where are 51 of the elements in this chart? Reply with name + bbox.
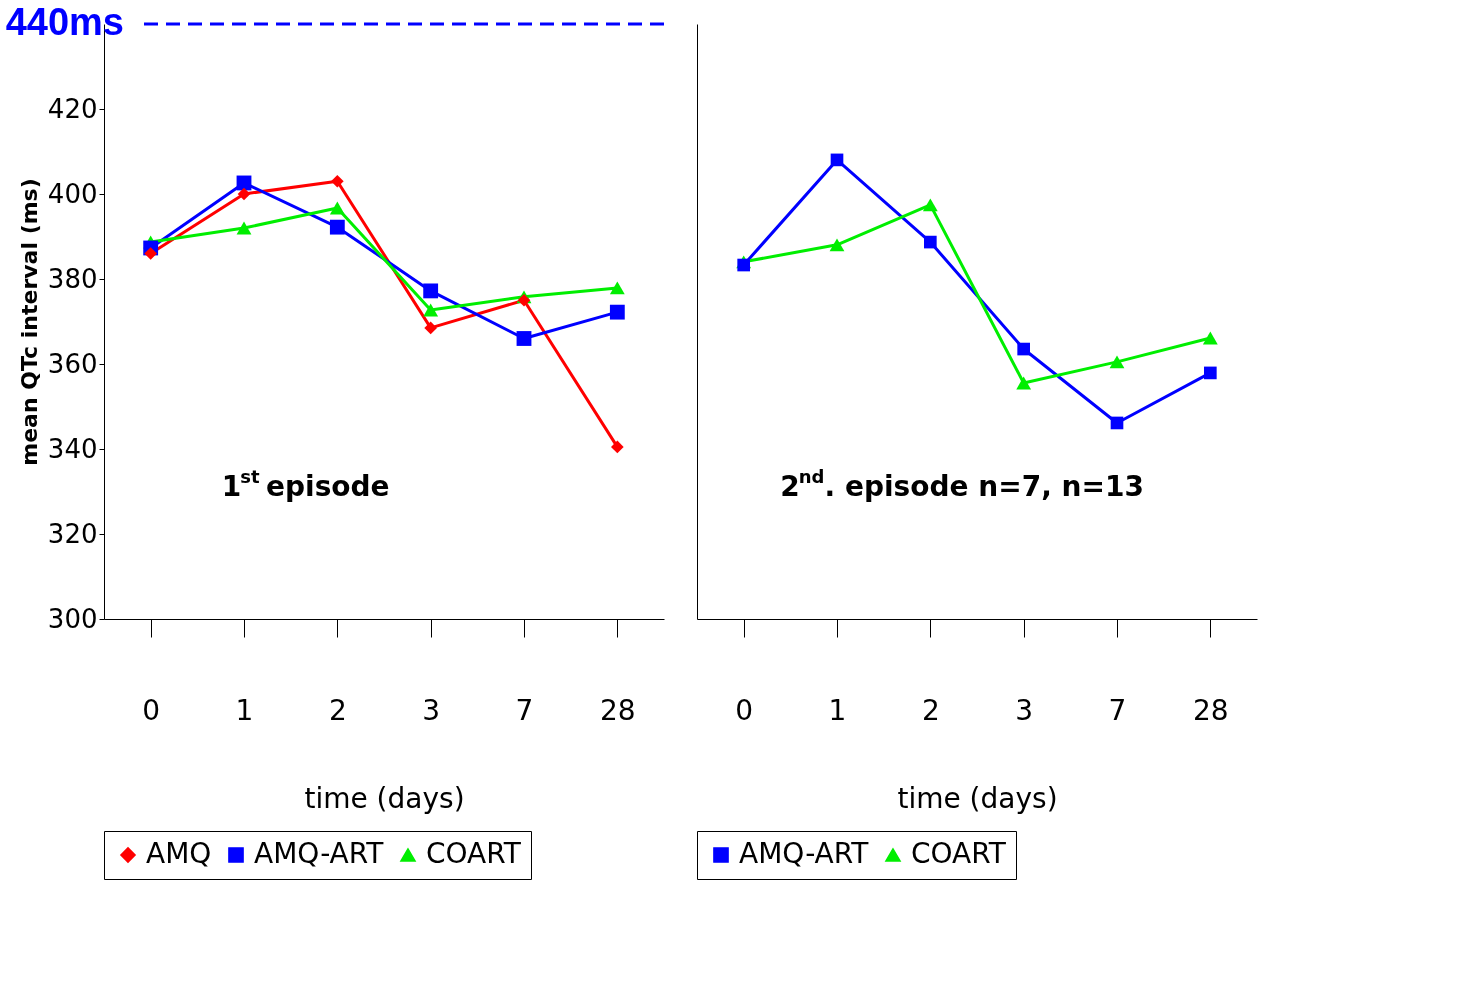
- point: [424, 321, 437, 335]
- point: [924, 235, 937, 249]
- y-tick-label: 360: [47, 348, 98, 379]
- x-tick-label: 28: [1193, 693, 1229, 727]
- x-tick-label: 3: [422, 693, 441, 727]
- point: [1204, 366, 1217, 380]
- point: [611, 440, 624, 454]
- y-tick-label: 420: [47, 93, 98, 124]
- x-tick-label: 1: [235, 693, 254, 727]
- y-axis-title: mean QTc interval (ms): [16, 178, 42, 466]
- x-tick-label: 2: [921, 693, 940, 727]
- point: [829, 238, 845, 252]
- point: [144, 247, 157, 260]
- point: [423, 283, 439, 299]
- x-tick-label: 7: [1108, 693, 1127, 727]
- x-tick-label: 2: [328, 693, 347, 727]
- x-axis-title: time (days): [304, 781, 465, 815]
- point: [423, 303, 439, 317]
- x-tick-label: 0: [735, 693, 754, 727]
- point: [329, 219, 345, 235]
- x-tick-label: 1: [828, 693, 847, 727]
- legend-label: AMQ-ART: [739, 837, 870, 870]
- point: [609, 304, 625, 320]
- point: [237, 187, 251, 201]
- point: [1109, 355, 1125, 369]
- point: [609, 281, 625, 295]
- point: [1202, 331, 1218, 345]
- point: [329, 201, 345, 215]
- ref-line-label: 440ms: [5, 1, 124, 43]
- x-tick-label: 28: [600, 693, 636, 727]
- point: [1016, 376, 1032, 390]
- y-tick-label: 380: [47, 263, 98, 294]
- y-tick-label: 400: [47, 178, 98, 209]
- legend-label: AMQ-ART: [254, 837, 385, 870]
- legend-label: COART: [426, 837, 522, 870]
- x-tick-label: 3: [1015, 693, 1034, 727]
- point: [331, 174, 344, 188]
- y-tick-label: 300: [47, 603, 98, 634]
- point: [1110, 416, 1124, 430]
- y-tick-label: 320: [47, 518, 98, 549]
- legend-label: AMQ: [146, 837, 212, 870]
- legend-label: COART: [911, 837, 1007, 870]
- point: [922, 198, 938, 212]
- point: [830, 153, 844, 167]
- point: [516, 331, 532, 346]
- x-axis-title: time (days): [897, 781, 1058, 815]
- point: [1017, 342, 1030, 356]
- x-tick-label: 0: [142, 693, 161, 727]
- x-tick-label: 7: [515, 693, 534, 727]
- y-tick-label: 340: [47, 433, 98, 464]
- point: [236, 221, 252, 235]
